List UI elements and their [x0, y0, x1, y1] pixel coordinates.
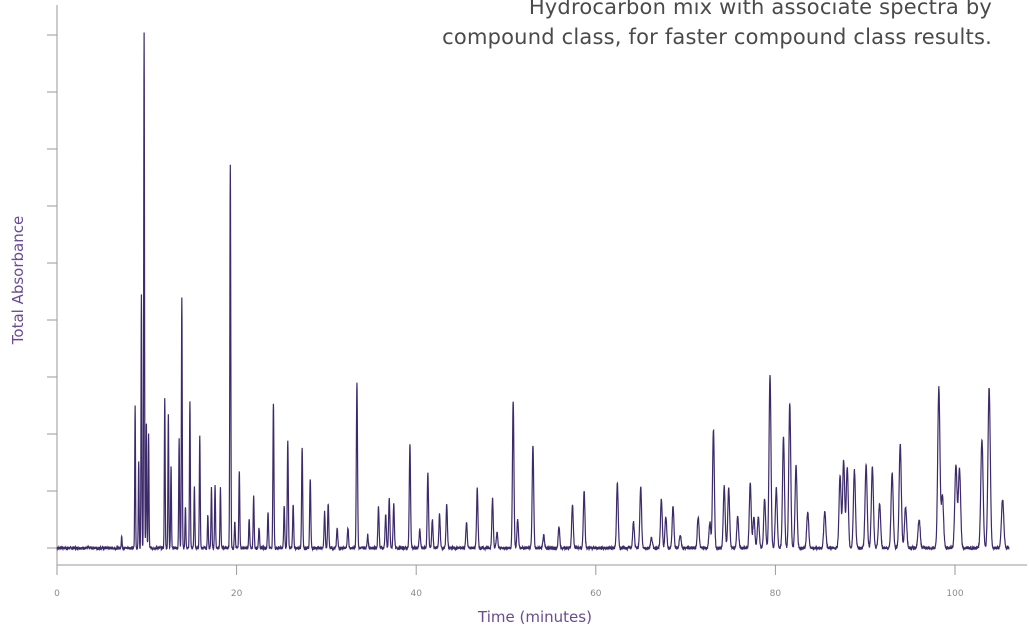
x-tick-label: 40 — [410, 589, 422, 599]
y-axis-title: Total Absorbance — [9, 216, 27, 345]
chart-caption: Hydrocarbon mix with associate spectra b… — [232, 0, 992, 52]
x-axis-title: Time (minutes) — [477, 608, 592, 626]
caption-line-1: Hydrocarbon mix with associate spectra b… — [528, 0, 992, 19]
chart-axes: 0 20 40 60 80 100 — [47, 5, 1027, 599]
x-tick-label: 20 — [231, 589, 243, 599]
x-tick-label: 100 — [946, 589, 963, 599]
x-tick-label: 60 — [590, 589, 602, 599]
chromatogram-trace — [56, 32, 1010, 552]
x-tick-label: 0 — [54, 589, 60, 599]
x-tick-label: 80 — [770, 589, 782, 599]
caption-line-2: compound class, for faster compound clas… — [442, 25, 992, 49]
